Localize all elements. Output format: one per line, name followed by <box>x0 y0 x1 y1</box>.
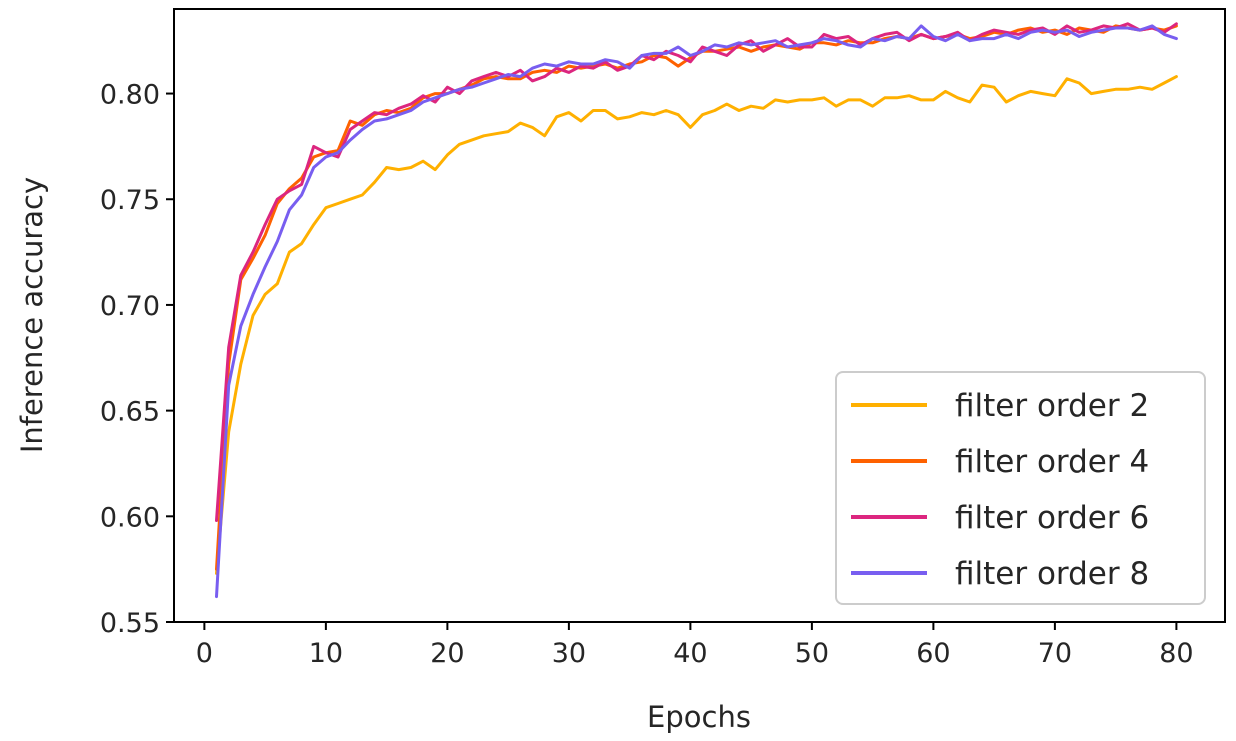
x-tick-label: 60 <box>916 638 950 669</box>
series-layer <box>215 22 1178 599</box>
legend-items: filter order 2 filter order 4 filter order… <box>851 388 1149 592</box>
series-line-1 <box>215 75 1178 575</box>
x-tick-label: 50 <box>795 638 829 669</box>
x-tick-label: 10 <box>309 638 343 669</box>
x-axis: 0 10 20 30 40 50 60 70 80 <box>196 622 1194 669</box>
x-tick-label: 20 <box>430 638 464 669</box>
x-tick-label: 0 <box>196 638 213 669</box>
y-tick-label: 0.60 <box>100 502 160 533</box>
x-tick-label: 30 <box>552 638 586 669</box>
series-line-4 <box>215 24 1178 599</box>
legend: filter order 2 filter order 4 filter order… <box>835 371 1206 605</box>
legend-label-3: filter order 6 <box>955 500 1149 536</box>
legend-label-1: filter order 2 <box>955 388 1149 424</box>
y-tick-label: 0.70 <box>100 291 160 322</box>
y-tick-label: 0.55 <box>100 608 160 639</box>
y-tick-label: 0.80 <box>100 80 160 111</box>
legend-box <box>835 371 1206 605</box>
x-tick-label: 80 <box>1159 638 1193 669</box>
legend-label-4: filter order 8 <box>955 556 1149 592</box>
y-axis-title: Inference accuracy <box>15 177 49 453</box>
y-tick-label: 0.75 <box>100 185 160 216</box>
y-tick-label: 0.65 <box>100 397 160 428</box>
x-tick-label: 40 <box>673 638 707 669</box>
x-tick-label: 70 <box>1038 638 1072 669</box>
legend-label-2: filter order 4 <box>955 444 1149 480</box>
plot-frame <box>173 8 1226 623</box>
y-axis: 0.55 0.60 0.65 0.70 0.75 0.80 <box>100 80 174 639</box>
x-axis-title: Epochs <box>647 700 751 734</box>
